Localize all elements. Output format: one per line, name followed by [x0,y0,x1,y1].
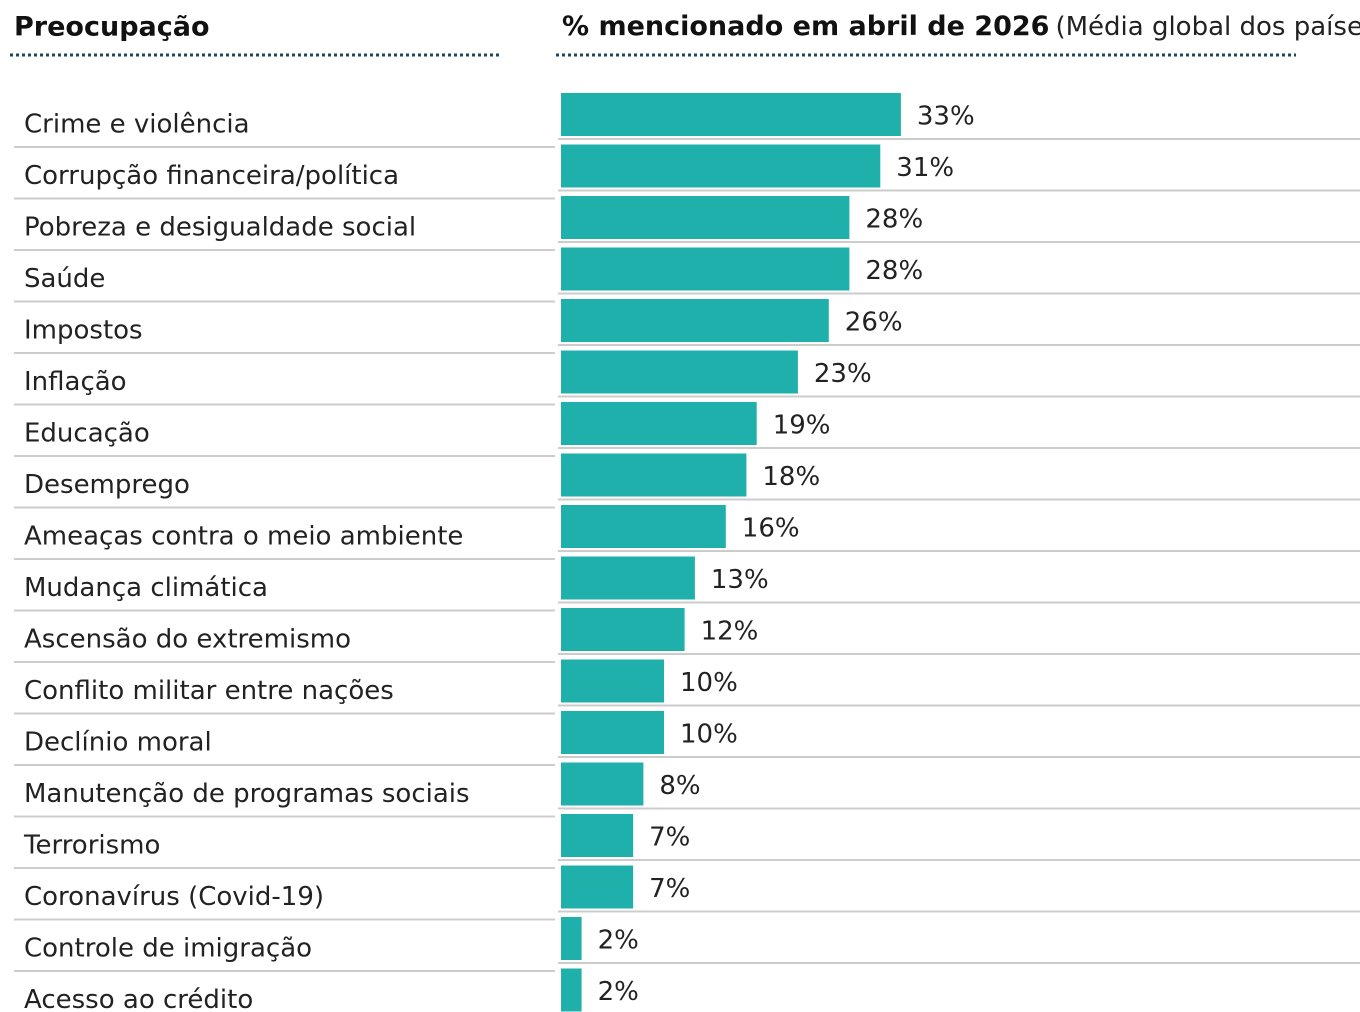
value-label: 31% [896,153,954,183]
bar [561,865,634,909]
category-label: Declínio moral [24,728,212,758]
category-label: Crime e violência [24,110,250,140]
bar [561,93,901,136]
value-label: 7% [649,823,690,853]
category-label: Terrorismo [23,831,160,861]
bar [561,196,850,239]
bar [561,402,757,445]
value-label: 2% [598,926,639,956]
bar [561,299,829,342]
category-label: Coronavírus (Covid-19) [24,882,324,912]
value-header: % mencionado em abril de 2026 (Média glob… [562,11,1360,42]
bar [561,762,644,806]
value-label: 12% [701,617,759,647]
value-label: 16% [742,514,800,544]
value-label: 10% [680,720,738,750]
value-label: 26% [845,308,903,338]
category-label: Ameaças contra o meio ambiente [24,522,463,552]
value-label: 28% [865,205,923,235]
value-label: 2% [598,977,639,1007]
bar [561,247,850,291]
value-label: 28% [865,256,923,286]
bar [561,917,582,960]
bar [561,350,798,394]
bar [561,144,881,188]
bar [561,556,695,600]
bar [561,711,664,754]
value-label: 10% [680,668,738,698]
bar [561,659,664,703]
category-label: Manutenção de programas sociais [24,779,470,809]
category-label: Impostos [24,316,143,346]
category-label: Pobreza e desigualdade social [24,213,416,243]
bar [561,505,726,548]
category-label: Mudança climática [24,573,268,603]
value-subheader: (Média global dos países) [1055,12,1360,42]
category-header: Preocupação [14,12,210,43]
category-label: Acesso ao crédito [24,985,253,1012]
category-label: Saúde [24,264,105,294]
value-label: 23% [814,359,872,389]
value-label: 13% [711,565,769,595]
bar [561,453,747,497]
category-label: Corrupção financeira/política [24,161,399,191]
value-label: 18% [762,462,820,492]
value-label: 19% [773,411,831,441]
bar [561,968,582,1012]
category-label: Educação [24,419,150,449]
category-label: Ascensão do extremismo [24,625,351,655]
category-label: Controle de imigração [24,934,312,964]
value-label: 33% [917,102,975,132]
value-label: 8% [659,771,700,801]
category-label: Inflação [24,367,127,397]
value-header-main: % mencionado em abril de 2026 [562,11,1049,42]
category-label: Desemprego [24,470,190,500]
category-label: Conflito militar entre nações [24,676,394,706]
bar [561,814,634,857]
bar [561,608,685,651]
value-label: 7% [649,874,690,904]
